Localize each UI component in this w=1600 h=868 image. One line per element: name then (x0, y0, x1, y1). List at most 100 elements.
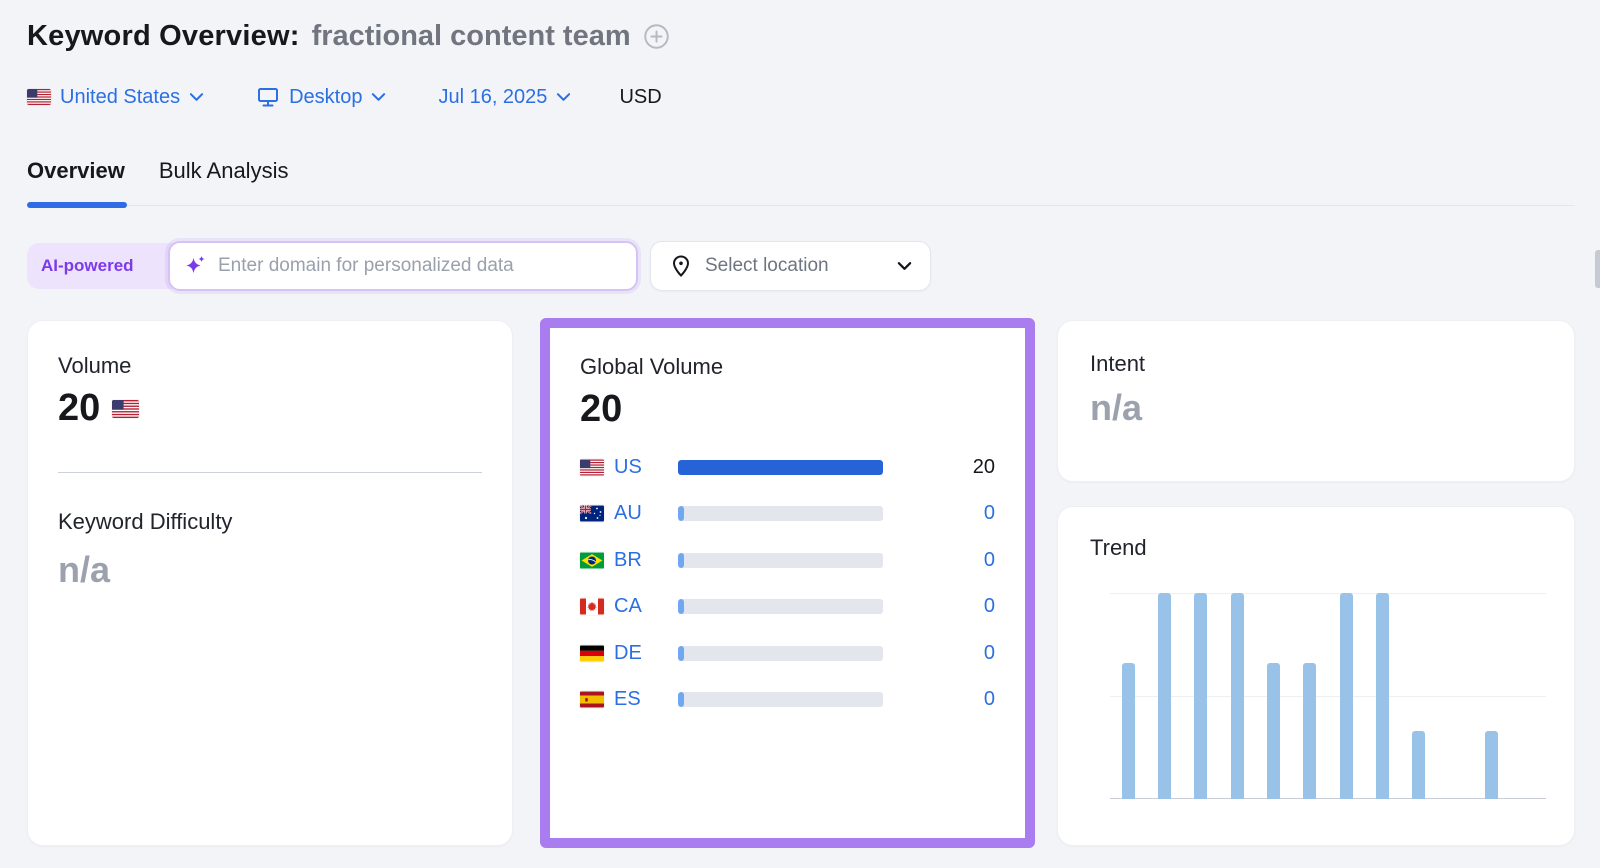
map-pin-icon (672, 255, 690, 277)
domain-input[interactable] (218, 255, 622, 277)
date-selector[interactable]: Jul 16, 2025 (438, 86, 571, 109)
country-volume-value: 0 (983, 688, 995, 710)
trend-card: Trend (1057, 506, 1575, 846)
volume-bar-fill (678, 506, 685, 521)
tab-bulk-analysis-label: Bulk Analysis (158, 158, 289, 183)
es-flag-icon (580, 691, 604, 708)
country-code-link[interactable]: DE (614, 641, 642, 664)
trend-bar-chart (1110, 593, 1546, 799)
trend-bar (1157, 593, 1171, 799)
country-volume-row: AU 0 (580, 500, 995, 528)
volume-bar-fill (678, 552, 685, 568)
trend-bar (1339, 593, 1353, 799)
volume-bar-fill (678, 599, 685, 614)
device-selector[interactable]: Desktop (256, 85, 386, 109)
card-divider (58, 472, 482, 473)
chevron-down-icon (557, 93, 571, 101)
country-selector-label: United States (60, 85, 181, 108)
volume-bar-fill (678, 692, 685, 707)
country-code-link[interactable]: US (614, 455, 642, 478)
global-volume-label: Global Volume (580, 354, 724, 379)
intent-value: n/a (1090, 387, 1143, 428)
au-flag-icon (580, 505, 604, 522)
gridline (1110, 696, 1546, 697)
volume-bar-track (678, 552, 883, 568)
select-location-label: Select location (705, 255, 829, 276)
tab-bulk-analysis[interactable]: Bulk Analysis (159, 156, 291, 205)
intent-label: Intent (1090, 351, 1146, 376)
trend-bar (1230, 593, 1244, 799)
volume-card: Volume 20 Keyword Difficulty n/a (27, 320, 513, 846)
us-flag-icon (112, 399, 140, 418)
page-header: Keyword Overview: fractional content tea… (27, 20, 670, 53)
br-flag-icon (580, 552, 604, 568)
gridline (1110, 593, 1546, 594)
chevron-down-icon (372, 93, 386, 101)
plus-circle-icon[interactable] (643, 23, 670, 50)
volume-bar-track (678, 599, 883, 614)
volume-label: Volume (58, 353, 132, 378)
country-volume-row: DE 0 (580, 639, 995, 667)
desktop-monitor-icon (258, 88, 279, 107)
intent-card: Intent n/a (1057, 320, 1575, 482)
country-code-link[interactable]: ES (614, 688, 641, 710)
keyword-difficulty-label: Keyword Difficulty (58, 509, 233, 534)
page-title: Keyword Overview: (27, 20, 300, 52)
country-volume-value: 0 (983, 641, 995, 664)
volume-bar-fill (678, 645, 685, 661)
trend-bar (1303, 663, 1317, 799)
country-code-link[interactable]: BR (614, 548, 642, 571)
country-volume-row: CA 0 (580, 593, 995, 621)
country-volume-row: US 20 (580, 453, 995, 481)
tab-overview-label: Overview (27, 158, 125, 183)
device-selector-label: Desktop (289, 85, 363, 108)
currency-label: USD (619, 85, 662, 108)
vertical-scrollbar-thumb[interactable] (1595, 250, 1600, 288)
global-volume-value: 20 (580, 388, 623, 430)
ai-powered-badge: AI-powered (27, 243, 192, 289)
country-code-link[interactable]: AU (614, 502, 642, 524)
volume-bar-fill (678, 459, 883, 475)
trend-bar (1121, 663, 1135, 799)
us-flag-icon (580, 459, 604, 475)
chart-baseline (1110, 798, 1546, 799)
ai-sparkle-icon (186, 256, 205, 273)
trend-bar (1266, 663, 1280, 799)
trend-label: Trend (1090, 535, 1147, 560)
chevron-down-icon (189, 93, 204, 101)
tab-overview[interactable]: Overview (27, 156, 127, 208)
trend-bar (1194, 593, 1208, 799)
keyword-text: fractional content team (311, 20, 631, 52)
country-volume-list: US 20 AU 0 (580, 453, 995, 714)
trend-bar (1484, 731, 1498, 799)
country-volume-value: 20 (972, 455, 995, 478)
chevron-down-icon (897, 262, 912, 270)
trend-bar (1375, 593, 1389, 799)
volume-bar-track (678, 459, 883, 475)
domain-input-container (168, 241, 638, 291)
date-selector-label: Jul 16, 2025 (438, 85, 548, 108)
tab-bar: Overview Bulk Analysis (27, 156, 1575, 208)
country-volume-row: BR 0 (580, 546, 995, 574)
filter-bar: United States Desktop Jul 16, 2025 USD (27, 80, 662, 114)
de-flag-icon (580, 645, 604, 661)
trend-bars (1110, 593, 1546, 799)
ca-flag-icon (580, 598, 604, 615)
country-volume-value: 0 (983, 548, 995, 571)
volume-bar-track (678, 692, 883, 707)
volume-bar-track (678, 645, 883, 661)
keyword-difficulty-value: n/a (58, 549, 111, 590)
country-volume-value: 0 (983, 502, 995, 524)
country-selector[interactable]: United States (27, 86, 204, 109)
ai-powered-badge-label: AI-powered (41, 256, 134, 275)
country-volume-row: ES 0 (580, 686, 995, 714)
volume-bar-track (678, 506, 883, 521)
country-code-link[interactable]: CA (614, 595, 642, 617)
us-flag-icon (27, 89, 51, 105)
global-volume-card-highlighted: Global Volume 20 US 20 (540, 318, 1035, 848)
trend-bar (1412, 731, 1426, 799)
country-volume-value: 0 (983, 595, 995, 617)
select-location-button[interactable]: Select location (650, 241, 931, 291)
active-tab-underline (27, 202, 127, 208)
